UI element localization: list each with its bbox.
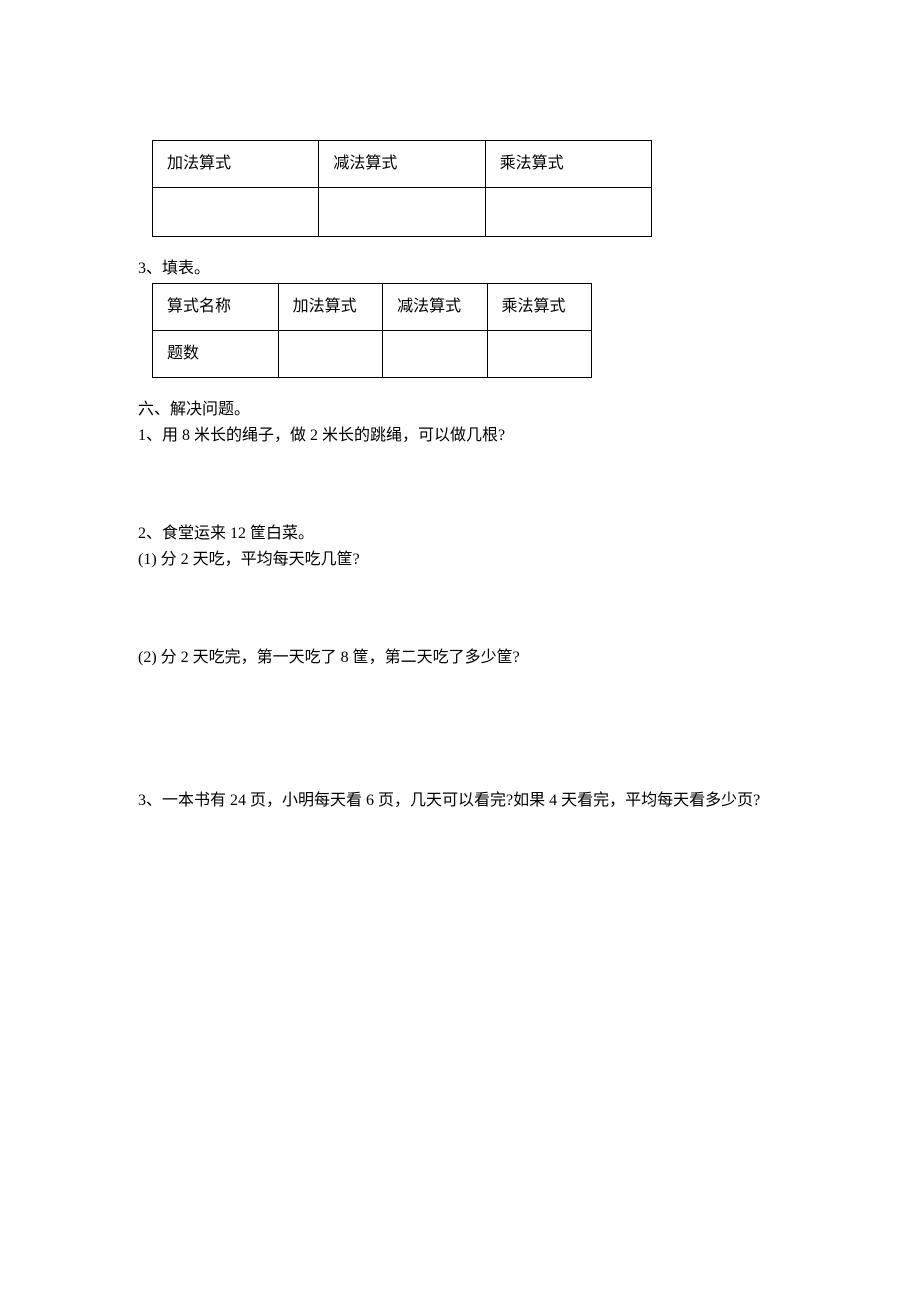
question-3-label: 3、填表。 xyxy=(138,257,782,281)
table-row: 算式名称 加法算式 减法算式 乘法算式 xyxy=(153,284,592,331)
table-cell xyxy=(485,188,651,237)
expression-type-table: 加法算式 减法算式 乘法算式 xyxy=(152,140,652,237)
table-cell: 减法算式 xyxy=(383,284,487,331)
page: 加法算式 减法算式 乘法算式 3、填表。 算式名称 加法算式 减法算式 乘法算式… xyxy=(0,0,920,1302)
table-cell: 算式名称 xyxy=(153,284,279,331)
section-6-title: 六、解决问题。 xyxy=(138,398,782,422)
question-6-2: 2、食堂运来 12 筐白菜。 xyxy=(138,522,782,546)
table-cell xyxy=(319,188,485,237)
table-cell: 乘法算式 xyxy=(485,141,651,188)
table-cell xyxy=(153,188,319,237)
question-6-2-2: (2) 分 2 天吃完，第一天吃了 8 筐，第二天吃了多少筐? xyxy=(138,646,782,670)
table-cell: 乘法算式 xyxy=(487,284,591,331)
fill-table: 算式名称 加法算式 减法算式 乘法算式 题数 xyxy=(152,283,592,378)
table-cell: 加法算式 xyxy=(278,284,382,331)
question-6-2-1: (1) 分 2 天吃，平均每天吃几筐? xyxy=(138,548,782,572)
table-cell: 加法算式 xyxy=(153,141,319,188)
table-row: 题数 xyxy=(153,331,592,378)
table-cell: 减法算式 xyxy=(319,141,485,188)
question-6-3: 3、一本书有 24 页，小明每天看 6 页，几天可以看完?如果 4 天看完，平均… xyxy=(138,789,782,813)
table-row: 加法算式 减法算式 乘法算式 xyxy=(153,141,652,188)
table-cell: 题数 xyxy=(153,331,279,378)
table-cell xyxy=(487,331,591,378)
question-6-1: 1、用 8 米长的绳子，做 2 米长的跳绳，可以做几根? xyxy=(138,424,782,448)
table-cell xyxy=(278,331,382,378)
table-row xyxy=(153,188,652,237)
table-cell xyxy=(383,331,487,378)
